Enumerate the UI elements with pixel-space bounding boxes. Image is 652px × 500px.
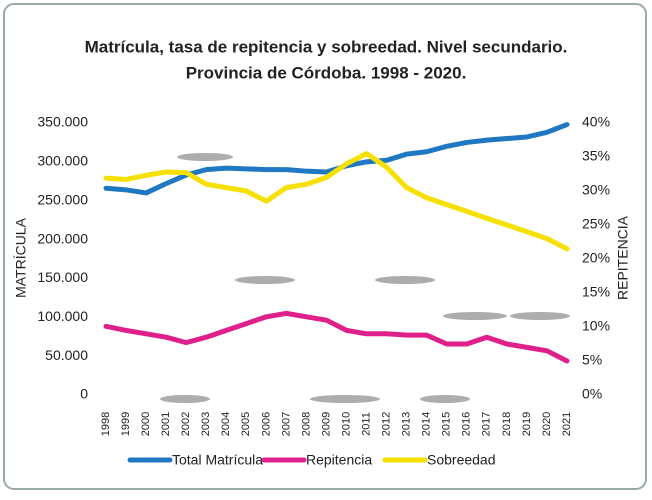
x-tick-label: 2002 [180, 412, 192, 436]
x-tick-label: 2000 [140, 412, 152, 436]
x-tick-label: 2013 [401, 412, 413, 436]
x-tick-label: 1998 [100, 412, 112, 436]
y2-tick-label: 0% [582, 386, 602, 402]
x-tick-label: 2004 [220, 412, 232, 436]
x-tick-label: 2018 [501, 412, 513, 436]
y2-tick-label: 5% [582, 352, 602, 368]
y2-tick-label: 20% [582, 250, 610, 266]
y2-tick-label: 25% [582, 216, 610, 232]
x-tick-label: 2020 [541, 412, 553, 436]
y2-tick-label: 30% [582, 182, 610, 198]
legend-label: Sobreedad [427, 452, 496, 468]
x-tick-label: 2015 [441, 412, 453, 436]
x-tick-label: 2017 [481, 412, 493, 436]
y-tick-label: 200.000 [37, 230, 88, 246]
x-tick-label: 2003 [200, 412, 212, 436]
chart-title: Provincia de Córdoba. 1998 - 2020. [186, 63, 467, 82]
y-tick-label: 300.000 [37, 153, 88, 169]
y2-tick-label: 10% [582, 318, 610, 334]
x-tick-label: 2009 [320, 412, 332, 436]
x-tick-label: 2021 [561, 412, 573, 436]
y2-tick-label: 15% [582, 284, 610, 300]
x-tick-label: 2012 [381, 412, 393, 436]
x-tick-label: 1999 [120, 412, 132, 436]
y-tick-label: 250.000 [37, 191, 88, 207]
x-tick-label: 2007 [280, 412, 292, 436]
frame [3, 3, 647, 490]
y-axis-title: MATRÍCULA [13, 217, 29, 298]
x-tick-label: 2006 [260, 412, 272, 436]
x-tick-label: 2008 [300, 412, 312, 436]
series-line [103, 310, 570, 364]
y-tick-label: 50.000 [45, 347, 88, 363]
y2-axis-title: REPITENCIA [615, 215, 631, 300]
series-line [103, 151, 570, 252]
y-tick-label: 150.000 [37, 269, 88, 285]
y-tick-label: 0 [80, 386, 88, 402]
x-tick-label: 2005 [240, 412, 252, 436]
legend-label: Repitencia [306, 452, 372, 468]
legend-label: Total Matrícula [172, 452, 263, 468]
y2-tick-label: 35% [582, 148, 610, 164]
y-tick-label: 350.000 [37, 114, 88, 130]
x-tick-label: 2019 [521, 412, 533, 436]
y-tick-label: 100.000 [37, 308, 88, 324]
x-tick-label: 2016 [461, 412, 473, 436]
y2-tick-label: 40% [582, 114, 610, 130]
x-tick-label: 2010 [340, 412, 352, 436]
chart-title: Matrícula, tasa de repitencia y sobreeda… [85, 37, 568, 56]
x-tick-label: 2001 [160, 412, 172, 436]
x-tick-label: 2014 [421, 412, 433, 436]
illustration-shadows [160, 153, 570, 403]
x-tick-label: 2011 [360, 412, 372, 436]
